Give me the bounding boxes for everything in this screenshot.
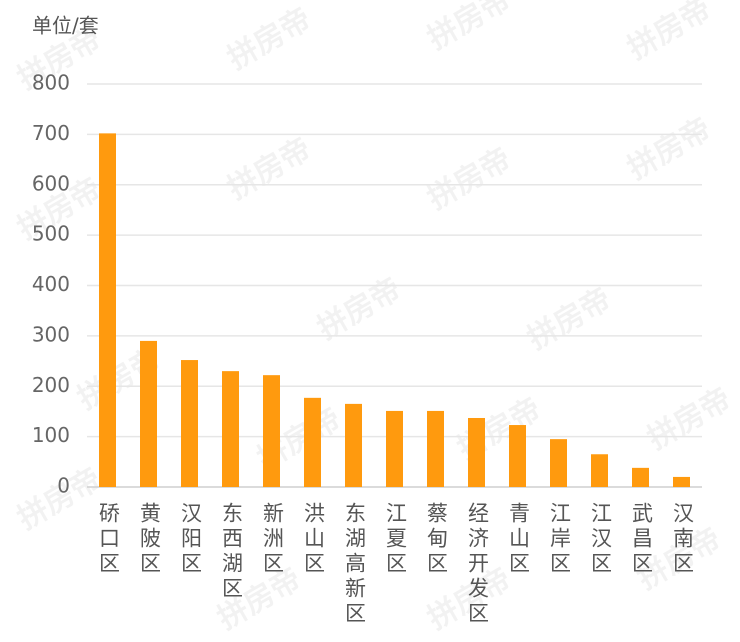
x-tick-label: 新洲区	[261, 502, 285, 577]
bar	[99, 133, 116, 487]
bar	[181, 360, 198, 487]
bar	[263, 375, 280, 487]
watermark: 拼房帝	[222, 1, 317, 76]
watermark: 拼房帝	[422, 0, 517, 57]
y-tick-label: 300	[32, 322, 70, 346]
x-tick-label: 汉南区	[671, 502, 695, 577]
bar	[222, 371, 239, 487]
bar	[427, 410, 444, 487]
watermark: 拼房帝	[522, 281, 617, 356]
bar	[591, 454, 608, 487]
x-tick-label: 东湖高新区	[343, 502, 367, 627]
bar	[386, 410, 403, 487]
watermark-layer: 拼房帝 拼房帝 拼房帝 拼房帝拼房帝拼房帝 拼房帝 拼房帝拼房帝 拼房帝拼房帝拼房帝 拼房帝拼…	[12, 0, 737, 637]
bar	[550, 439, 567, 487]
y-tick-label: 0	[57, 474, 70, 498]
x-tick-label: 黄陂区	[138, 502, 162, 577]
y-tick-label: 400	[32, 272, 70, 296]
y-tick-label: 100	[32, 423, 70, 447]
y-tick-label: 700	[32, 121, 70, 145]
bar	[140, 340, 157, 487]
watermark: 拼房帝	[222, 131, 317, 206]
y-axis-label: 单位/套	[32, 14, 99, 38]
bar	[304, 397, 321, 487]
x-tick-label: 洪山区	[302, 502, 326, 577]
watermark: 拼房帝	[642, 381, 737, 456]
bar	[673, 476, 690, 487]
watermark: 拼房帝	[452, 391, 547, 466]
y-tick-label: 800	[32, 71, 70, 95]
watermark: 拼房帝	[622, 111, 717, 186]
x-tick-label: 武昌区	[630, 502, 654, 577]
bar	[345, 403, 362, 487]
x-tick-label: 蔡甸区	[425, 502, 449, 577]
x-tick-label: 江夏区	[384, 502, 408, 577]
x-tick-label: 东西湖区	[220, 502, 244, 602]
y-tick-label: 200	[32, 373, 70, 397]
bar	[509, 425, 526, 487]
x-tick-label: 汉阳区	[179, 502, 203, 577]
y-tick-label: 600	[32, 171, 70, 195]
x-tick-label: 硚口区	[97, 502, 121, 577]
bar	[468, 417, 485, 487]
y-tick-label: 500	[32, 222, 70, 246]
x-tick-label: 江岸区	[548, 502, 572, 577]
watermark: 拼房帝	[622, 0, 717, 67]
bar	[632, 467, 649, 487]
x-tick-label: 青山区	[507, 502, 531, 577]
x-tick-label: 经济开发区	[466, 502, 490, 627]
watermark: 拼房帝	[422, 141, 517, 216]
x-tick-label: 江汉区	[589, 502, 613, 577]
